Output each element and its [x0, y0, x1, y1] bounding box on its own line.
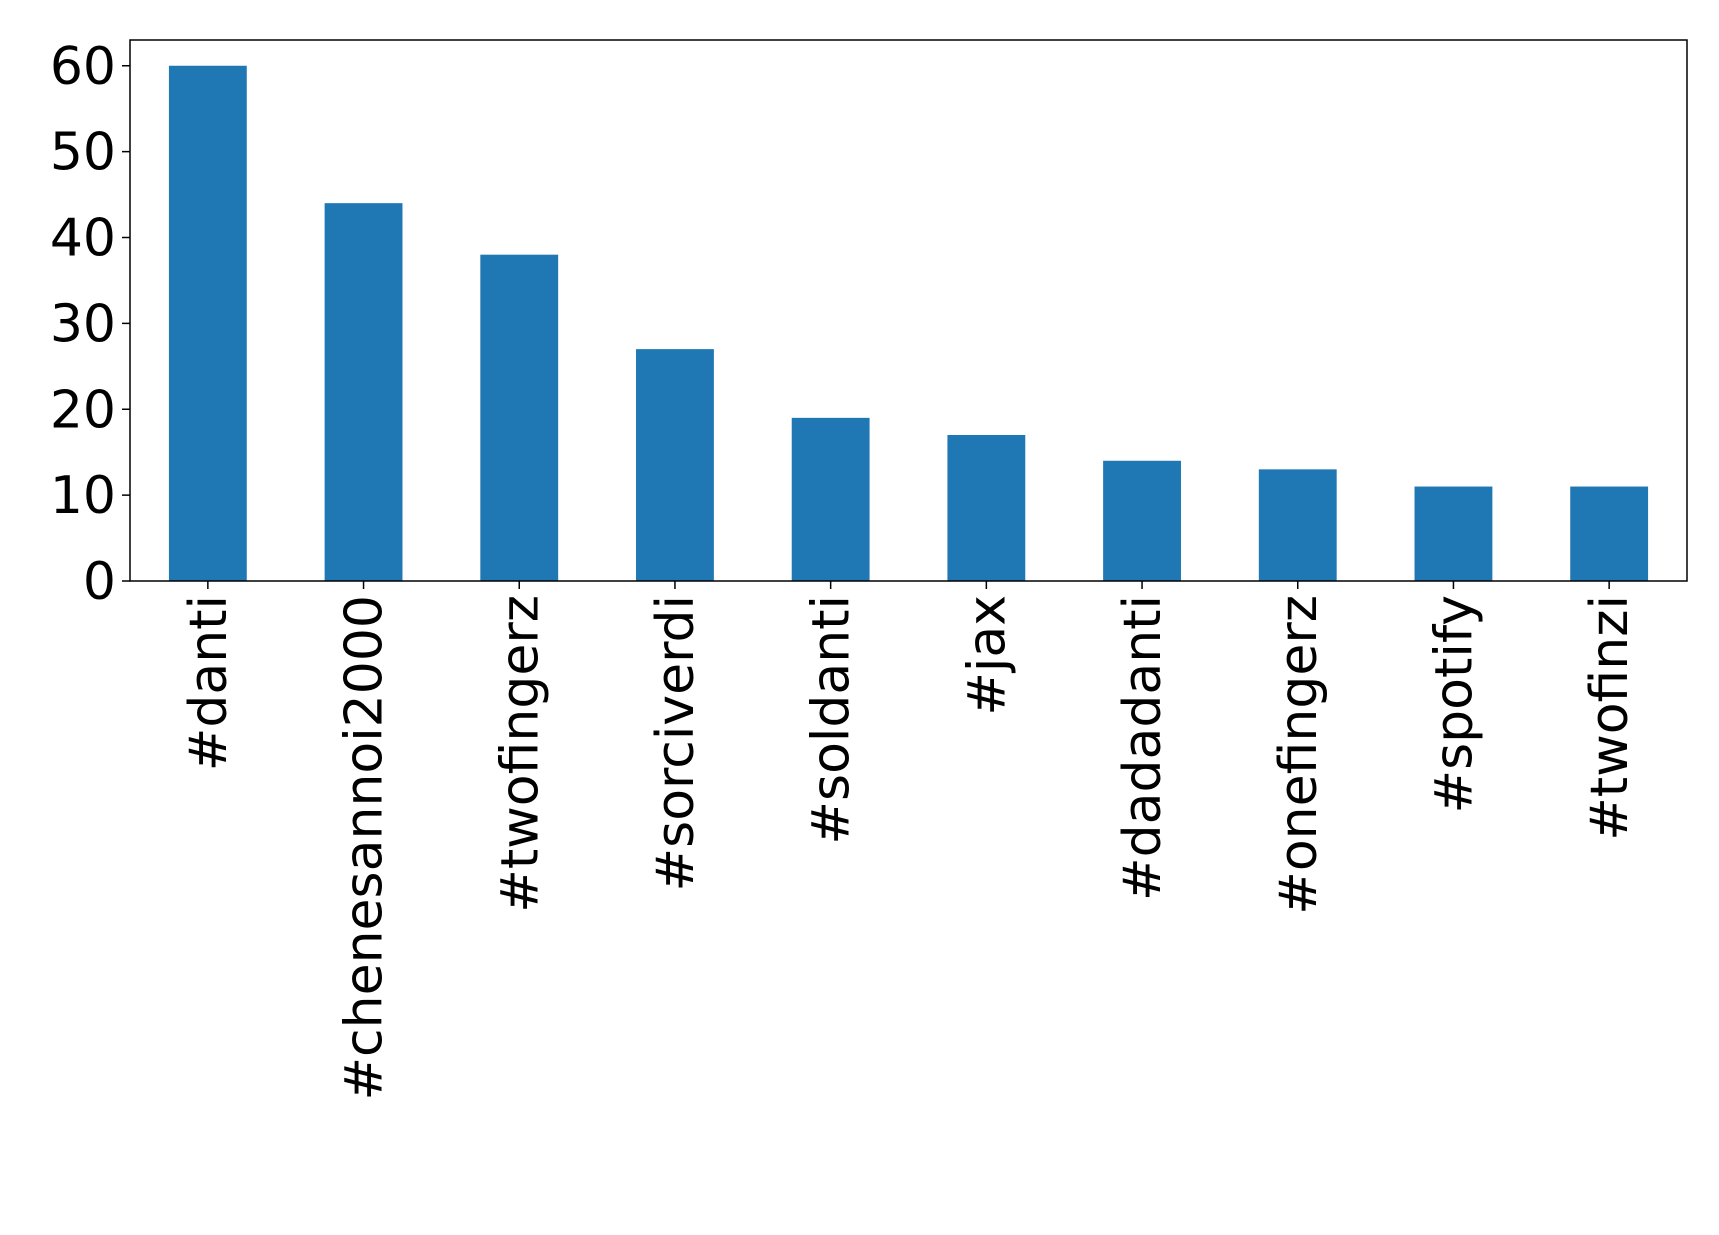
bar — [1414, 486, 1493, 581]
y-tick-label: 40 — [50, 209, 116, 269]
bar — [1570, 486, 1649, 581]
bar — [947, 435, 1026, 581]
plot-frame — [129, 39, 1688, 582]
bar — [168, 65, 247, 581]
x-tick-label: #danti — [179, 595, 239, 771]
x-tick-label: #twofingerz — [490, 595, 550, 913]
x-tick-label: #soldanti — [802, 595, 862, 845]
x-tick-label: #twofinzi — [1580, 595, 1640, 841]
y-tick-label: 60 — [50, 37, 116, 97]
bar — [791, 417, 870, 581]
x-tick-label: #chenesannoi2000 — [335, 595, 395, 1101]
y-tick-label: 30 — [50, 294, 116, 354]
bar — [636, 349, 714, 581]
x-tick-label: #spotify — [1424, 595, 1484, 814]
y-tick-label: 50 — [50, 123, 116, 183]
bar — [1258, 469, 1337, 581]
bar — [324, 203, 403, 581]
y-tick-label: 10 — [50, 466, 116, 526]
x-tick-label: #onefingerz — [1269, 595, 1329, 915]
y-tick-label: 0 — [83, 552, 116, 612]
y-tick-label: 20 — [50, 380, 116, 440]
x-tick-label: #dadadanti — [1113, 595, 1173, 901]
x-tick-label: #sorciverdi — [646, 595, 706, 891]
bar — [1103, 460, 1181, 581]
bar — [480, 254, 559, 581]
x-tick-label: #jax — [957, 595, 1017, 716]
